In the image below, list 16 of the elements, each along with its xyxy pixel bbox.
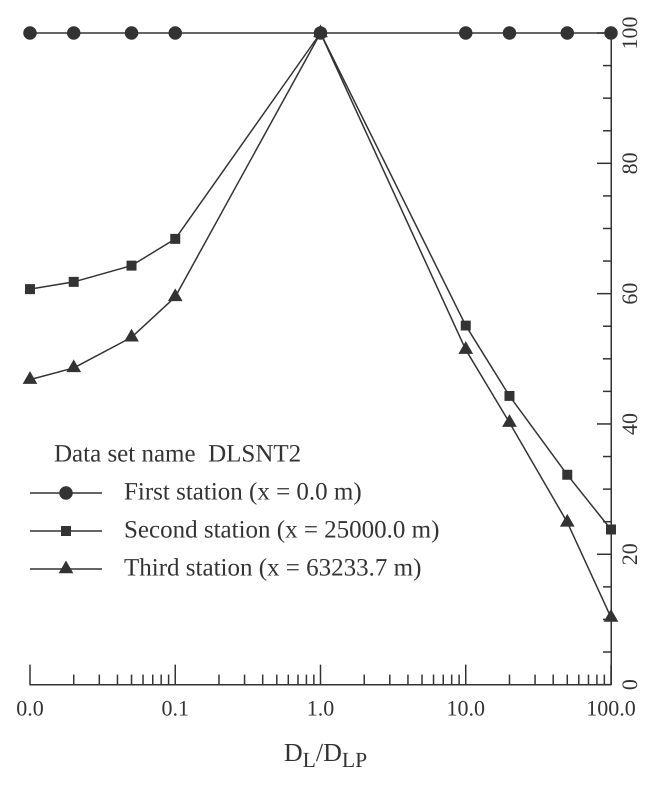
- legend-title: Data set name DLSNT2: [54, 440, 302, 468]
- y-tick-label: 40: [616, 412, 642, 435]
- y-tick-label: 80: [616, 152, 642, 174]
- y-tick-label: 0: [616, 679, 642, 690]
- legend-label: Third station (x = 63233.7 m): [124, 554, 422, 582]
- y-tick-label: 20: [616, 543, 642, 566]
- x-tick-label: 1.0: [306, 696, 334, 721]
- x-tick-label: 100.0: [586, 696, 636, 721]
- x-tick-label: 0.1: [162, 696, 189, 721]
- y-tick-label: 60: [616, 282, 642, 305]
- x-tick-label: 10.0: [446, 696, 485, 721]
- legend-label: First station (x = 0.0 m): [124, 478, 362, 506]
- legend-label: Second station (x = 25000.0 m): [124, 516, 440, 544]
- x-axis-title: D$_{L}$/D$_{LP}$: [282, 738, 368, 774]
- x-tick-label: 0.0: [16, 696, 44, 721]
- y-tick-label: 100: [616, 16, 642, 50]
